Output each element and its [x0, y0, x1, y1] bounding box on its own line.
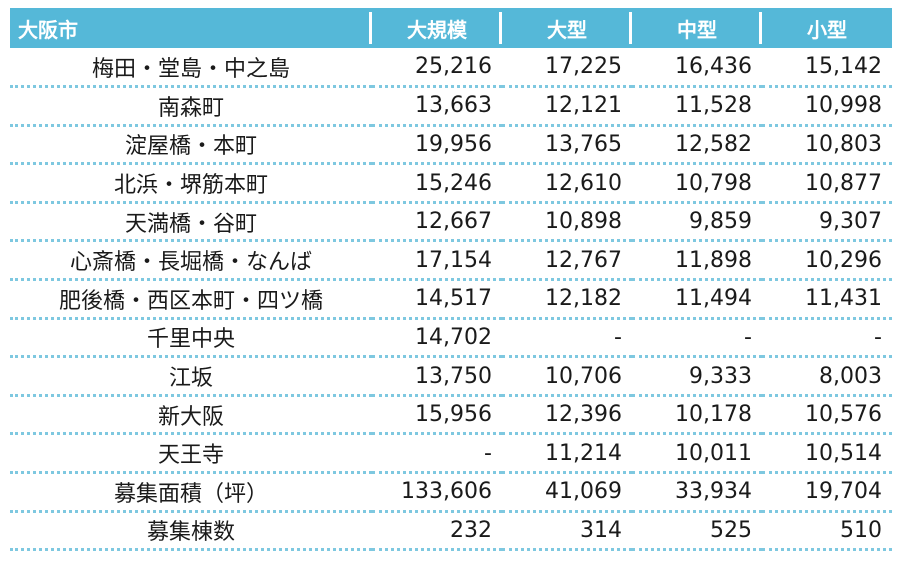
- table-cell: 10,998: [762, 86, 892, 127]
- table-row: 千里中央 14,702- - -: [10, 318, 892, 359]
- table-cell: 11,214: [502, 433, 632, 475]
- table-cell: 17,154: [372, 240, 502, 282]
- rent-table: 大阪市 大規模 大型 中型 小型 梅田・堂島・中之島 25,216 17,225 16…: [10, 8, 892, 552]
- table-cell: 13,765: [502, 125, 632, 166]
- table-cell: 12,582: [632, 125, 762, 166]
- table-cell: -: [502, 318, 632, 359]
- row-label: 募集棟数: [10, 511, 372, 552]
- row-label: 天王寺: [10, 433, 372, 475]
- table-cell: 12,767: [502, 240, 632, 282]
- row-label: 新大阪: [10, 395, 372, 436]
- table-row: 募集棟数 232 314 525 510: [10, 511, 892, 552]
- table-cell: -: [372, 433, 502, 475]
- table-cell: 13,663: [372, 86, 502, 127]
- table-row: 南森町 13,663 12,121 11,528 10,998: [10, 86, 892, 127]
- table-cell: 11,898: [632, 240, 762, 282]
- table-cell: 12,667: [372, 202, 502, 243]
- table-row: 江坂 13,750 10,706 9,333 8,003: [10, 356, 892, 397]
- table-cell: 19,956: [372, 125, 502, 166]
- table-cell: 10,877: [762, 163, 892, 204]
- table-cell: 15,956: [372, 395, 502, 436]
- table-row: 天王寺 -11,214 10,011 10,514: [10, 433, 892, 475]
- table-cell: 9,333: [632, 356, 762, 397]
- table-cell: 11,431: [762, 279, 892, 320]
- table-row: 淀屋橋・本町 19,956 13,765 12,582 10,803: [10, 125, 892, 166]
- table-cell: 15,246: [372, 163, 502, 204]
- header-large: 大型: [502, 8, 632, 48]
- row-label: 梅田・堂島・中之島: [10, 48, 372, 89]
- table-cell: 19,704: [762, 472, 892, 513]
- table-cell: 8,003: [762, 356, 892, 397]
- table-row: 募集面積（坪） 133,606 41,069 33,934 19,704: [10, 472, 892, 513]
- rent-table-container: 大阪市 大規模 大型 中型 小型 梅田・堂島・中之島 25,216 17,225 16…: [10, 8, 892, 552]
- table-cell: 17,225: [502, 48, 632, 89]
- table-row: 新大阪 15,956 12,396 10,178 10,576: [10, 395, 892, 436]
- row-label: 天満橋・谷町: [10, 202, 372, 243]
- header-row: 大阪市 大規模 大型 中型 小型: [10, 8, 892, 48]
- table-cell: 10,576: [762, 395, 892, 436]
- header-medium: 中型: [632, 8, 762, 48]
- table-cell: 41,069: [502, 472, 632, 513]
- row-label: 千里中央: [10, 318, 372, 359]
- table-cell: 25,216: [372, 48, 502, 89]
- table-cell: 10,296: [762, 240, 892, 282]
- table-cell: 14,517: [372, 279, 502, 320]
- table-cell: 232: [372, 511, 502, 552]
- table-cell: 10,798: [632, 163, 762, 204]
- row-label: 江坂: [10, 356, 372, 397]
- table-cell: 10,178: [632, 395, 762, 436]
- row-label: 南森町: [10, 86, 372, 127]
- table-row: 心斎橋・長堀橋・なんば 17,154 12,767 11,898 10,296: [10, 240, 892, 282]
- header-small: 小型: [762, 8, 892, 48]
- row-label: 北浜・堺筋本町: [10, 163, 372, 204]
- table-cell: 11,494: [632, 279, 762, 320]
- table-cell: -: [762, 318, 892, 359]
- table-cell: 15,142: [762, 48, 892, 89]
- table-cell: 510: [762, 511, 892, 552]
- table-cell: 16,436: [632, 48, 762, 89]
- table-cell: 12,121: [502, 86, 632, 127]
- table-cell: 14,702: [372, 318, 502, 359]
- table-cell: 10,898: [502, 202, 632, 243]
- table-row: 北浜・堺筋本町 15,246 12,610 10,798 10,877: [10, 163, 892, 204]
- table-cell: 10,514: [762, 433, 892, 475]
- table-row: 肥後橋・西区本町・四ツ橋 14,517 12,182 11,494 11,431: [10, 279, 892, 320]
- row-label: 淀屋橋・本町: [10, 125, 372, 166]
- header-area: 大阪市: [10, 8, 372, 48]
- table-cell: 525: [632, 511, 762, 552]
- table-row: 梅田・堂島・中之島 25,216 17,225 16,436 15,142: [10, 48, 892, 89]
- table-cell: 10,803: [762, 125, 892, 166]
- table-cell: -: [632, 318, 762, 359]
- row-label: 肥後橋・西区本町・四ツ橋: [10, 279, 372, 320]
- table-cell: 314: [502, 511, 632, 552]
- table-row: 天満橋・谷町 12,667 10,898 9,859 9,307: [10, 202, 892, 243]
- table-cell: 12,396: [502, 395, 632, 436]
- table-body: 梅田・堂島・中之島 25,216 17,225 16,436 15,142 南森町 13,6…: [10, 48, 892, 552]
- header-large-scale: 大規模: [372, 8, 502, 48]
- row-label: 心斎橋・長堀橋・なんば: [10, 240, 372, 282]
- table-cell: 9,307: [762, 202, 892, 243]
- table-cell: 10,706: [502, 356, 632, 397]
- row-label: 募集面積（坪）: [10, 472, 372, 513]
- table-cell: 12,182: [502, 279, 632, 320]
- table-cell: 9,859: [632, 202, 762, 243]
- table-cell: 13,750: [372, 356, 502, 397]
- table-cell: 33,934: [632, 472, 762, 513]
- table-cell: 10,011: [632, 433, 762, 475]
- table-cell: 11,528: [632, 86, 762, 127]
- table-cell: 133,606: [372, 472, 502, 513]
- table-cell: 12,610: [502, 163, 632, 204]
